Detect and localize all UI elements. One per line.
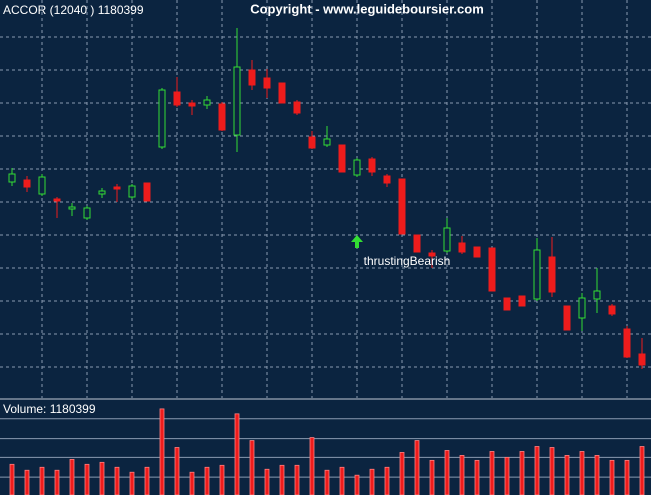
- volume-bar: [459, 455, 465, 495]
- volume-label: Volume: 1180399: [3, 402, 96, 416]
- copyright: Copyright - www.leguideboursier.com: [250, 1, 484, 16]
- candle-down: [173, 91, 181, 106]
- volume-bar: [399, 452, 405, 495]
- candle-up: [443, 227, 451, 252]
- volume-bar: [624, 459, 630, 495]
- volume-bar: [189, 471, 195, 495]
- volume-bar: [219, 464, 225, 495]
- volume-bar: [429, 459, 435, 495]
- candle-down: [113, 186, 121, 190]
- volume-bar: [69, 458, 75, 495]
- candle-up: [83, 207, 91, 219]
- candle-up: [593, 290, 601, 300]
- candle-up: [233, 66, 241, 136]
- candle-up: [158, 89, 166, 148]
- annotation-arrow: [351, 235, 363, 248]
- chart-title: ACCOR (12040 ) 1180399: [3, 3, 144, 17]
- grid: [0, 0, 651, 478]
- candle-up: [8, 173, 16, 183]
- candle-up: [203, 99, 211, 106]
- candle-down: [638, 353, 646, 366]
- volume-bar: [339, 466, 345, 495]
- volume-bar: [324, 469, 330, 495]
- candle-down: [338, 144, 346, 173]
- candle-down: [308, 136, 316, 149]
- candle-down: [413, 234, 421, 253]
- candle-down: [518, 295, 526, 307]
- candle-up: [353, 159, 361, 176]
- volume-bar: [474, 459, 480, 495]
- candle-down: [188, 102, 196, 107]
- candle-up: [98, 190, 106, 195]
- candle-down: [263, 77, 271, 89]
- candle-down: [143, 182, 151, 202]
- volume-bar: [264, 468, 270, 495]
- candle-down: [458, 242, 466, 253]
- candle-down: [488, 247, 496, 292]
- volume-bar: [369, 468, 375, 495]
- volume-bar: [384, 466, 390, 495]
- volume-bar: [309, 437, 315, 495]
- candle-up: [68, 206, 76, 210]
- volume-bar: [639, 446, 645, 495]
- candle-down: [473, 246, 481, 258]
- annotation: thrustingBearish: [364, 254, 451, 268]
- candle-up: [323, 138, 331, 146]
- volume-bar: [534, 446, 540, 495]
- volume-bar: [114, 466, 120, 495]
- volume-bar: [549, 447, 555, 495]
- volume-bar: [279, 464, 285, 495]
- volume-bar: [174, 447, 180, 495]
- volume-bar: [9, 463, 15, 495]
- candle-down: [428, 252, 436, 257]
- volume-bar: [234, 413, 240, 495]
- volume-bar: [159, 408, 165, 495]
- volume-bar: [519, 451, 525, 495]
- candle-up: [578, 297, 586, 319]
- volume-bar: [129, 471, 135, 495]
- candle-down: [563, 305, 571, 331]
- volume-bar: [414, 440, 420, 495]
- volume-bar: [24, 469, 30, 495]
- volume-bar: [39, 466, 45, 495]
- candle-down: [293, 101, 301, 114]
- candle-down: [53, 198, 61, 202]
- candle-down: [548, 256, 556, 293]
- candle-down: [23, 179, 31, 188]
- candle-down: [623, 328, 631, 358]
- candle-down: [368, 158, 376, 173]
- volume-bar: [594, 455, 600, 495]
- candle-down: [278, 82, 286, 104]
- candle-down: [383, 175, 391, 184]
- candle-down: [503, 297, 511, 311]
- volume-bar: [564, 455, 570, 495]
- volume-bar: [579, 451, 585, 495]
- volume-bar: [354, 474, 360, 495]
- volume-bar: [609, 459, 615, 495]
- volume-bar: [84, 463, 90, 495]
- volume-bar: [204, 466, 210, 495]
- candle-down: [218, 103, 226, 131]
- candle-up: [533, 249, 541, 300]
- volume-bar: [504, 456, 510, 495]
- volume-bar: [444, 450, 450, 495]
- volume-bar: [54, 469, 60, 495]
- candle-up: [128, 185, 136, 198]
- volume-bar: [249, 440, 255, 495]
- volume-bar: [489, 451, 495, 495]
- candle-down: [608, 305, 616, 315]
- volume-bar: [144, 466, 150, 495]
- candle-down: [248, 69, 256, 86]
- volume-bar: [294, 464, 300, 495]
- candle-up: [38, 176, 46, 195]
- volume-bar: [99, 461, 105, 495]
- candle-down: [398, 178, 406, 235]
